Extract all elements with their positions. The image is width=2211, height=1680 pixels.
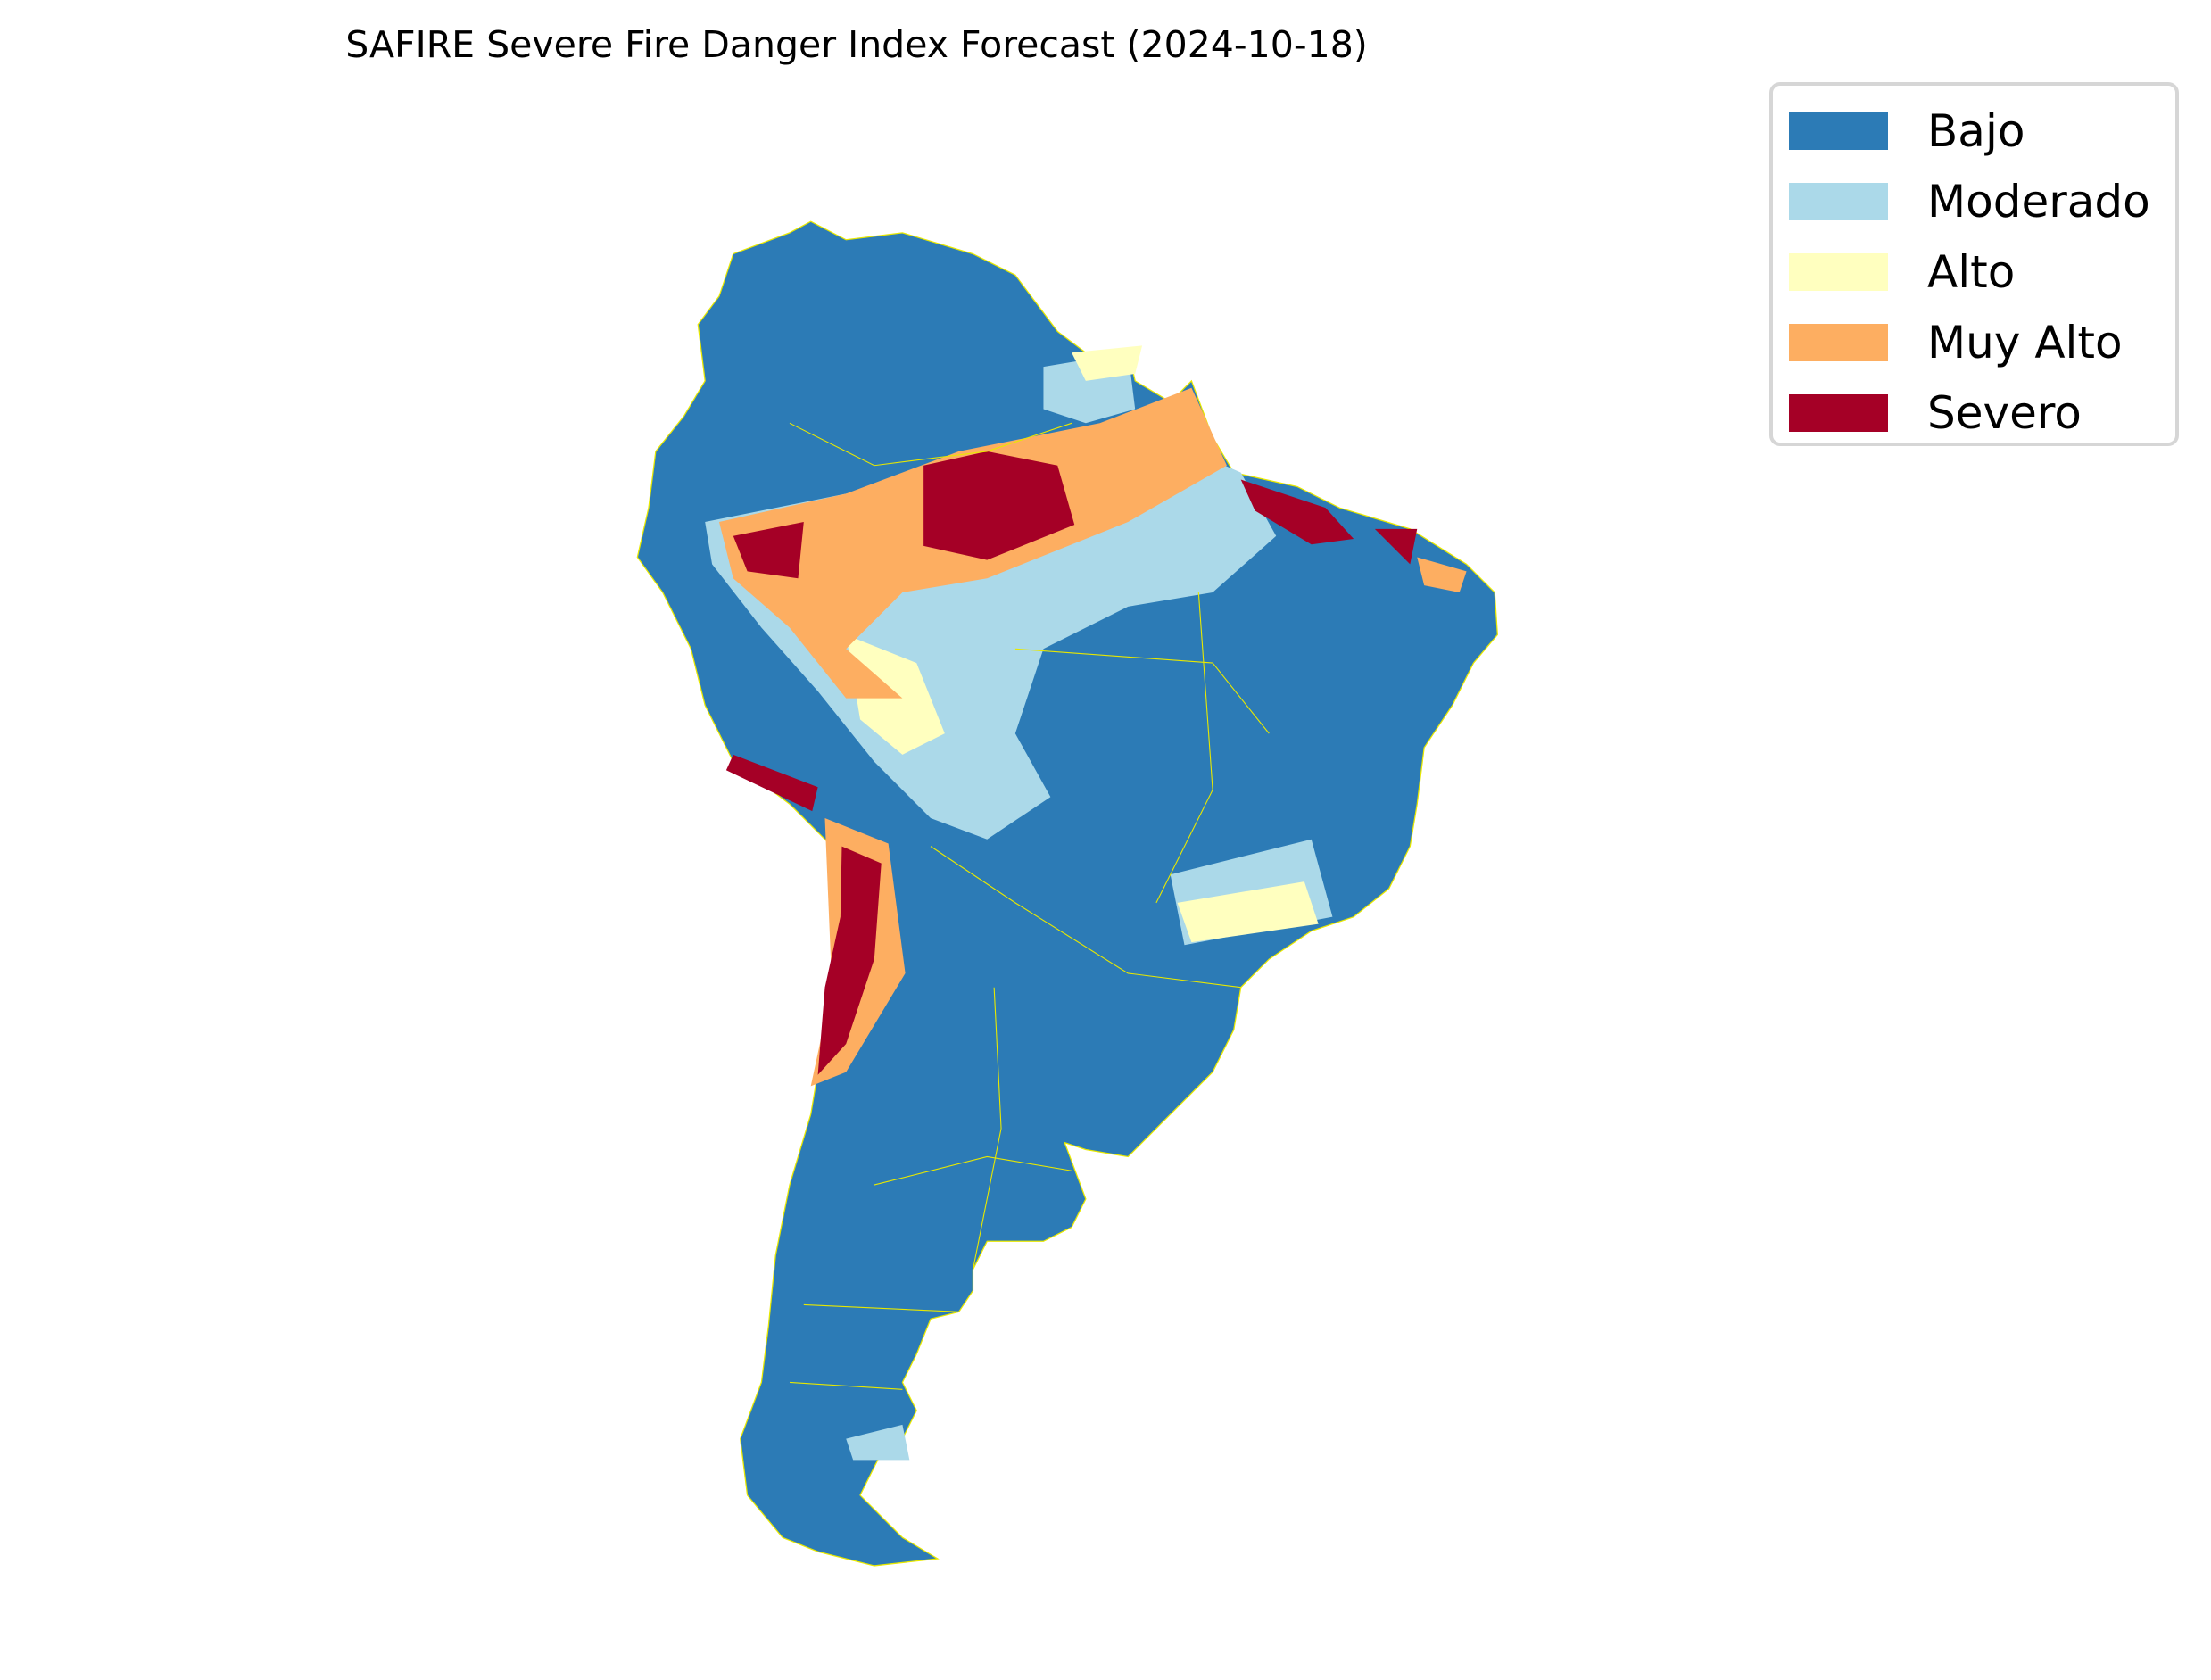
legend-item: Muy Alto	[1789, 320, 2123, 365]
legend-item: Alto	[1789, 246, 2016, 298]
legend-label: Muy Alto	[1927, 317, 2123, 368]
zone-severo	[817, 846, 882, 1075]
legend-swatch	[1789, 394, 1888, 432]
chart-title: SAFIRE Severe Fire Danger Index Forecast…	[345, 23, 1368, 66]
zone-muy-alto	[1417, 557, 1467, 593]
zone-moderado	[846, 1424, 910, 1461]
legend-label: Moderado	[1927, 176, 2150, 228]
zone-severo	[725, 754, 818, 812]
legend: Bajo Moderado Alto Muy Alto Severo	[1769, 82, 2179, 446]
legend-swatch	[1789, 324, 1888, 361]
legend-label: Severo	[1927, 387, 2082, 439]
legend-label: Bajo	[1927, 105, 2025, 157]
zone-alto	[1177, 881, 1319, 943]
legend-swatch	[1789, 253, 1888, 291]
zone-severo	[733, 521, 804, 579]
legend-swatch	[1789, 112, 1888, 150]
legend-item: Moderado	[1789, 179, 2150, 224]
legend-label: Alto	[1927, 246, 2016, 298]
zone-alto	[1072, 345, 1143, 381]
legend-item: Bajo	[1789, 105, 2025, 157]
continent-bajo-area	[636, 220, 1498, 1567]
zone-severo	[923, 451, 1075, 560]
legend-item: Severo	[1789, 387, 2082, 439]
country-borders	[789, 422, 1270, 1390]
legend-swatch	[1789, 183, 1888, 220]
zone-severo	[1240, 479, 1354, 545]
zone-severo	[1374, 528, 1418, 565]
